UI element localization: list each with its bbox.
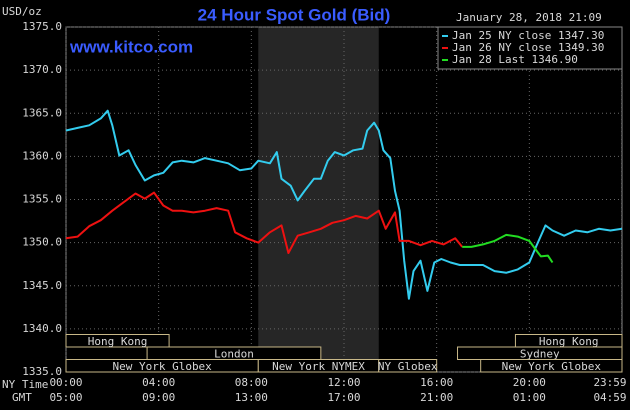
x-tick-label: 23:59 bbox=[593, 376, 626, 389]
price-line bbox=[462, 233, 554, 264]
y-tick-label: 1355.0 bbox=[22, 193, 62, 206]
x2-tick-label: 05:00 bbox=[49, 391, 82, 404]
y-tick-label: 1350.0 bbox=[22, 236, 62, 249]
x-tick-label: 12:00 bbox=[327, 376, 360, 389]
y-tick-label: 1365.0 bbox=[22, 106, 62, 119]
x-tick-label: 16:00 bbox=[420, 376, 453, 389]
x2-tick-label: 13:00 bbox=[235, 391, 268, 404]
x-row-label: GMT bbox=[12, 391, 32, 404]
x-row-label: NY Time bbox=[2, 378, 48, 391]
session-label: London bbox=[214, 347, 254, 360]
y-tick-label: 1340.0 bbox=[22, 322, 62, 335]
y-tick-label: 1360.0 bbox=[22, 149, 62, 162]
price-line bbox=[65, 191, 463, 254]
session-label: Hong Kong bbox=[539, 335, 599, 348]
y-axis-label: USD/oz bbox=[2, 5, 42, 18]
timestamp: January 28, 2018 21:09 bbox=[456, 11, 602, 24]
session-label: New York NYMEX bbox=[272, 360, 365, 373]
session-bar bbox=[378, 359, 438, 373]
legend-box bbox=[437, 26, 623, 70]
session-label: Hong Kong bbox=[88, 335, 148, 348]
watermark: www.kitco.com bbox=[69, 37, 193, 56]
x2-tick-label: 04:59 bbox=[593, 391, 626, 404]
legend-label: Jan 28 Last 1346.90 bbox=[452, 53, 578, 66]
session-label: New York Globex bbox=[502, 360, 602, 373]
session-label: Sydney bbox=[520, 347, 560, 360]
x2-tick-label: 21:00 bbox=[420, 391, 453, 404]
legend-label: Jan 25 NY close 1347.30 bbox=[452, 29, 604, 42]
x-tick-label: 08:00 bbox=[235, 376, 268, 389]
y-tick-label: 1345.0 bbox=[22, 279, 62, 292]
legend-label: Jan 26 NY close 1349.30 bbox=[452, 41, 604, 54]
x-tick-label: 20:00 bbox=[513, 376, 546, 389]
x2-tick-label: 09:00 bbox=[142, 391, 175, 404]
x2-tick-label: 01:00 bbox=[513, 391, 546, 404]
session-label: NY Globex bbox=[378, 360, 438, 373]
y-tick-label: 1335.0 bbox=[22, 365, 62, 378]
y-tick-label: 1370.0 bbox=[22, 63, 62, 76]
x-tick-label: 04:00 bbox=[142, 376, 175, 389]
y-tick-label: 1375.0 bbox=[22, 20, 62, 33]
session-bar bbox=[480, 359, 623, 373]
session-bar bbox=[65, 334, 170, 348]
x-tick-label: 00:00 bbox=[49, 376, 82, 389]
x2-tick-label: 17:00 bbox=[327, 391, 360, 404]
chart-title: 24 Hour Spot Gold (Bid) bbox=[198, 5, 391, 24]
price-line bbox=[65, 109, 623, 300]
session-label: New York Globex bbox=[112, 360, 212, 373]
